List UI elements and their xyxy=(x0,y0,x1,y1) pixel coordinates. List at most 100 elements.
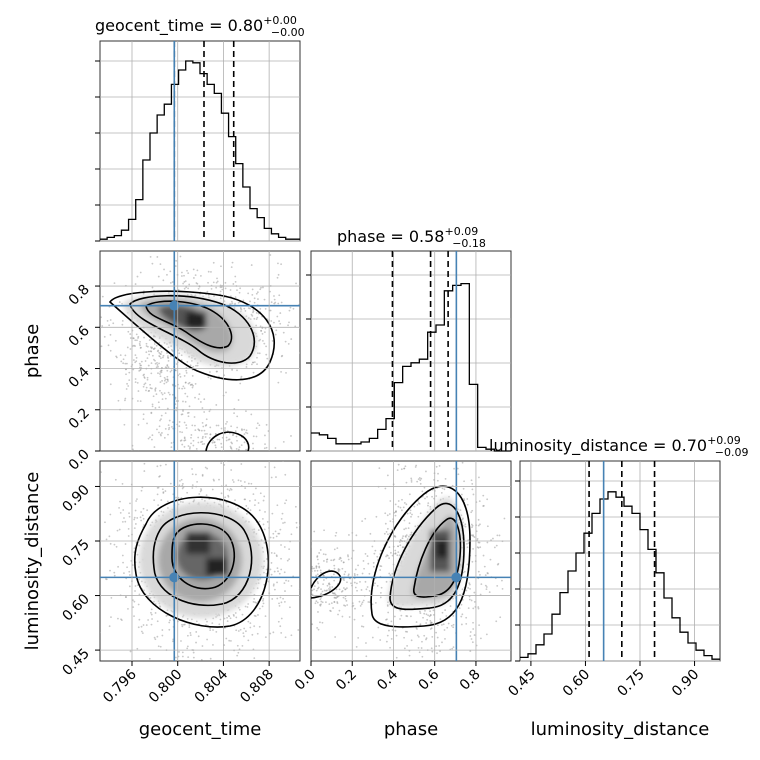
sample-point xyxy=(354,568,357,571)
x-tick-label: 0.800 xyxy=(146,667,186,707)
sample-point xyxy=(269,568,272,571)
sample-point xyxy=(100,631,101,634)
sample-point xyxy=(326,558,329,561)
x-tick-label: 0.804 xyxy=(192,666,232,706)
sample-point xyxy=(305,587,307,589)
sample-point xyxy=(151,286,154,289)
sample-point xyxy=(302,569,304,571)
sample-point xyxy=(463,570,466,573)
sample-point xyxy=(400,606,403,609)
sample-point xyxy=(399,544,402,547)
sample-point xyxy=(225,391,227,394)
sample-point xyxy=(264,466,267,468)
sample-point xyxy=(287,342,290,345)
sample-point xyxy=(273,570,276,573)
sample-point xyxy=(307,625,309,627)
sample-point xyxy=(169,355,172,357)
sample-point xyxy=(153,446,156,448)
sample-point xyxy=(352,549,355,552)
sample-point xyxy=(283,546,286,548)
sample-point xyxy=(216,277,218,280)
sample-point xyxy=(208,437,211,439)
sample-point xyxy=(108,625,111,628)
sample-point xyxy=(469,587,471,590)
sample-point xyxy=(405,536,407,538)
sample-point xyxy=(262,602,265,605)
sample-point xyxy=(394,514,397,517)
sample-point xyxy=(269,254,272,256)
sample-point xyxy=(342,561,345,564)
sample-point xyxy=(127,608,129,610)
sample-point xyxy=(184,381,187,384)
sample-point xyxy=(215,370,218,373)
sample-point xyxy=(175,400,178,402)
sample-point xyxy=(200,441,202,444)
sample-point xyxy=(251,288,254,291)
sample-point xyxy=(244,487,247,490)
sample-point xyxy=(238,291,241,294)
sample-point xyxy=(215,452,217,454)
sample-point xyxy=(169,282,172,284)
sample-point xyxy=(161,398,164,401)
sample-point xyxy=(348,534,350,536)
sample-point xyxy=(452,646,455,649)
sample-point xyxy=(137,423,140,426)
sample-point xyxy=(206,638,208,641)
y-tick-label: 0.45 xyxy=(59,646,92,679)
sample-point xyxy=(417,646,420,649)
sample-point xyxy=(422,672,424,674)
sample-point xyxy=(139,516,142,519)
sample-point xyxy=(235,616,238,619)
sample-point xyxy=(209,629,212,632)
sample-point xyxy=(154,359,156,362)
y-ticks-luminosity-distance: 0.450.600.750.90 xyxy=(59,482,100,679)
sample-point xyxy=(270,573,273,576)
sample-point xyxy=(343,579,345,581)
sample-point xyxy=(146,376,149,379)
sample-point xyxy=(133,547,136,550)
sample-point xyxy=(264,443,266,446)
sample-point xyxy=(282,461,285,462)
sample-point xyxy=(473,536,476,538)
sample-point xyxy=(305,622,307,624)
sample-point xyxy=(244,498,247,501)
sample-point xyxy=(246,454,248,456)
sample-point xyxy=(278,572,281,575)
sample-point xyxy=(138,343,141,345)
sample-point xyxy=(161,393,164,396)
sample-point xyxy=(232,481,235,483)
sample-point xyxy=(311,580,312,582)
sample-point xyxy=(121,323,124,326)
sample-point xyxy=(482,494,485,497)
sample-point xyxy=(311,623,314,626)
sample-point xyxy=(246,512,248,515)
sample-point xyxy=(182,400,184,403)
sample-point xyxy=(110,616,112,618)
sample-point xyxy=(401,498,403,501)
sample-point xyxy=(456,467,459,470)
sample-point xyxy=(191,487,194,489)
title-luminosity-distance: luminosity_distance = 0.70+0.09 −0.09 xyxy=(489,434,749,459)
sample-point xyxy=(122,561,124,564)
sample-point xyxy=(328,589,331,592)
sample-point xyxy=(206,290,209,293)
sample-point xyxy=(299,351,300,354)
sample-point xyxy=(389,500,392,502)
sample-point xyxy=(470,511,473,514)
sample-point xyxy=(336,602,339,605)
sample-point xyxy=(213,441,216,444)
y-tick-label: 0.4 xyxy=(66,364,93,391)
sample-point xyxy=(234,280,237,283)
sample-point xyxy=(247,603,250,605)
sample-point xyxy=(311,545,312,548)
sample-point xyxy=(485,633,488,636)
sample-point xyxy=(128,371,131,374)
sample-point xyxy=(255,312,258,314)
sample-point xyxy=(419,512,422,515)
sample-point xyxy=(181,623,183,626)
sample-point xyxy=(275,329,278,332)
sample-point xyxy=(161,432,163,434)
sample-point xyxy=(225,637,228,640)
contour-lines xyxy=(108,290,275,451)
